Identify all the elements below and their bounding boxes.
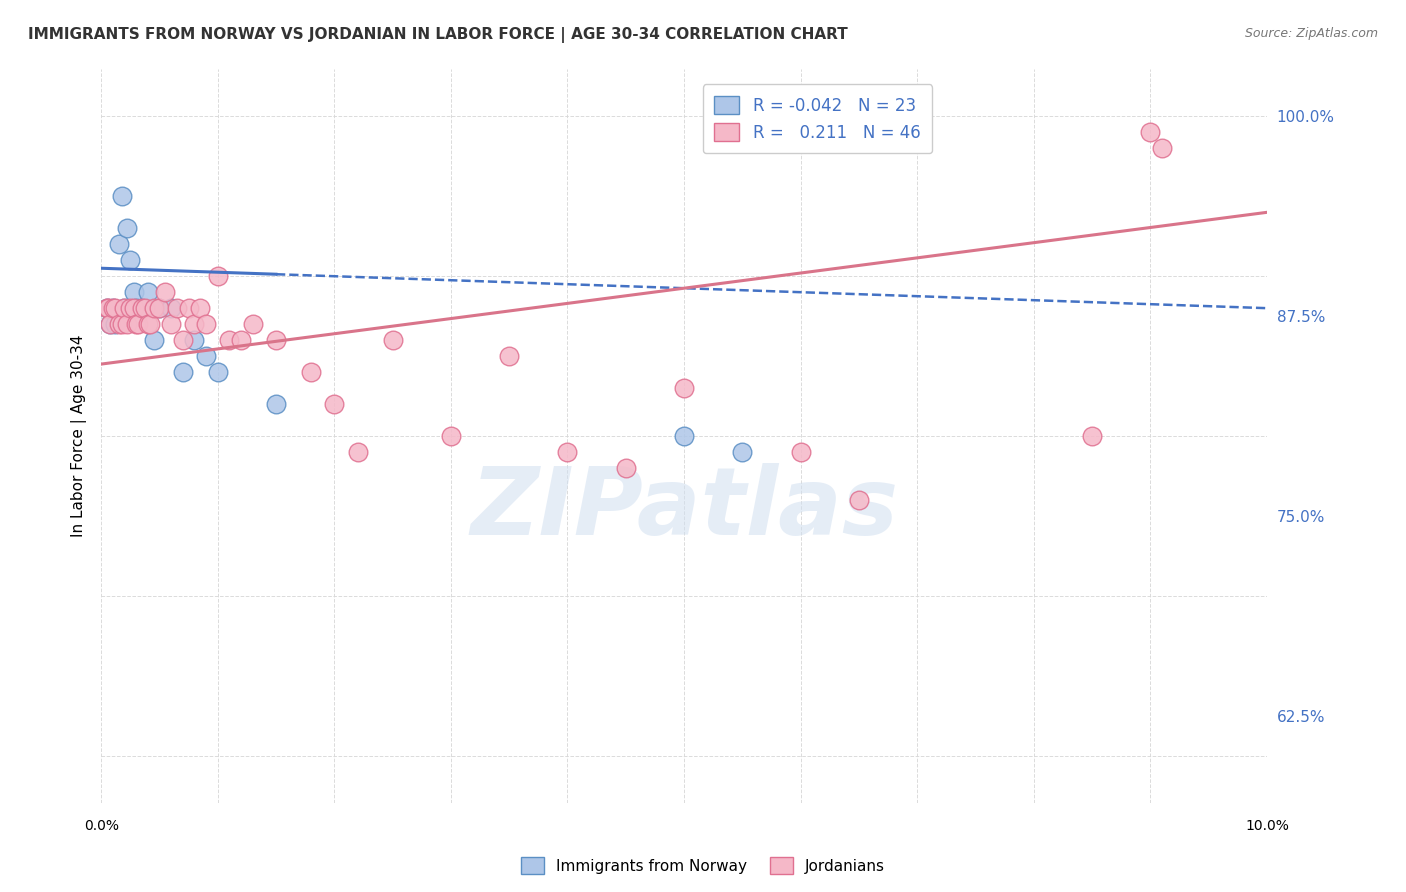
Point: [557, 445, 579, 459]
Legend: R = -0.042   N = 23, R =   0.211   N = 46: R = -0.042 N = 23, R = 0.211 N = 46: [703, 84, 932, 153]
Point: [122, 301, 145, 315]
Text: Source: ZipAtlas.com: Source: ZipAtlas.com: [1244, 27, 1378, 40]
Point: [96, 301, 118, 315]
Point: [1081, 429, 1104, 443]
Point: [195, 317, 218, 331]
Point: [498, 349, 520, 363]
Point: [100, 317, 122, 331]
Text: 10.0%: 10.0%: [1246, 820, 1289, 833]
Point: [848, 492, 870, 507]
Point: [148, 301, 170, 315]
Point: [139, 317, 162, 331]
Point: [207, 269, 229, 284]
Point: [183, 333, 205, 347]
Point: [299, 365, 322, 379]
Point: [346, 445, 368, 459]
Point: [381, 333, 404, 347]
Point: [136, 317, 159, 331]
Point: [127, 317, 149, 331]
Point: [125, 317, 148, 331]
Point: [115, 317, 138, 331]
Point: [172, 333, 194, 347]
Y-axis label: In Labor Force | Age 30-34: In Labor Force | Age 30-34: [72, 334, 87, 537]
Point: [440, 429, 463, 443]
Point: [131, 301, 153, 315]
Point: [142, 333, 165, 347]
Point: [136, 285, 159, 300]
Point: [155, 285, 177, 300]
Point: [101, 301, 124, 315]
Point: [120, 301, 142, 315]
Point: [122, 285, 145, 300]
Point: [104, 301, 127, 315]
Text: 0.0%: 0.0%: [83, 820, 118, 833]
Point: [188, 301, 211, 315]
Point: [125, 301, 148, 315]
Point: [134, 301, 156, 315]
Point: [131, 301, 153, 315]
Point: [111, 189, 134, 203]
Point: [96, 301, 118, 315]
Text: IMMIGRANTS FROM NORWAY VS JORDANIAN IN LABOR FORCE | AGE 30-34 CORRELATION CHART: IMMIGRANTS FROM NORWAY VS JORDANIAN IN L…: [28, 27, 848, 43]
Point: [107, 237, 129, 252]
Point: [111, 317, 134, 331]
Point: [731, 445, 754, 459]
Point: [264, 333, 287, 347]
Point: [107, 317, 129, 331]
Text: ZIPatlas: ZIPatlas: [470, 464, 898, 556]
Point: [101, 301, 124, 315]
Point: [673, 381, 696, 395]
Point: [1139, 125, 1161, 139]
Point: [195, 349, 218, 363]
Point: [789, 445, 811, 459]
Point: [115, 221, 138, 235]
Point: [114, 301, 136, 315]
Point: [323, 397, 346, 411]
Point: [183, 317, 205, 331]
Point: [142, 301, 165, 315]
Point: [114, 301, 136, 315]
Point: [104, 317, 127, 331]
Point: [166, 301, 188, 315]
Point: [218, 333, 240, 347]
Point: [264, 397, 287, 411]
Point: [160, 301, 183, 315]
Point: [229, 333, 252, 347]
Point: [207, 365, 229, 379]
Point: [172, 365, 194, 379]
Point: [100, 317, 122, 331]
Point: [177, 301, 200, 315]
Point: [97, 301, 120, 315]
Point: [160, 317, 183, 331]
Legend: Immigrants from Norway, Jordanians: Immigrants from Norway, Jordanians: [515, 851, 891, 880]
Point: [1152, 141, 1174, 155]
Point: [614, 461, 637, 475]
Point: [120, 253, 142, 268]
Point: [242, 317, 264, 331]
Point: [673, 429, 696, 443]
Point: [148, 301, 170, 315]
